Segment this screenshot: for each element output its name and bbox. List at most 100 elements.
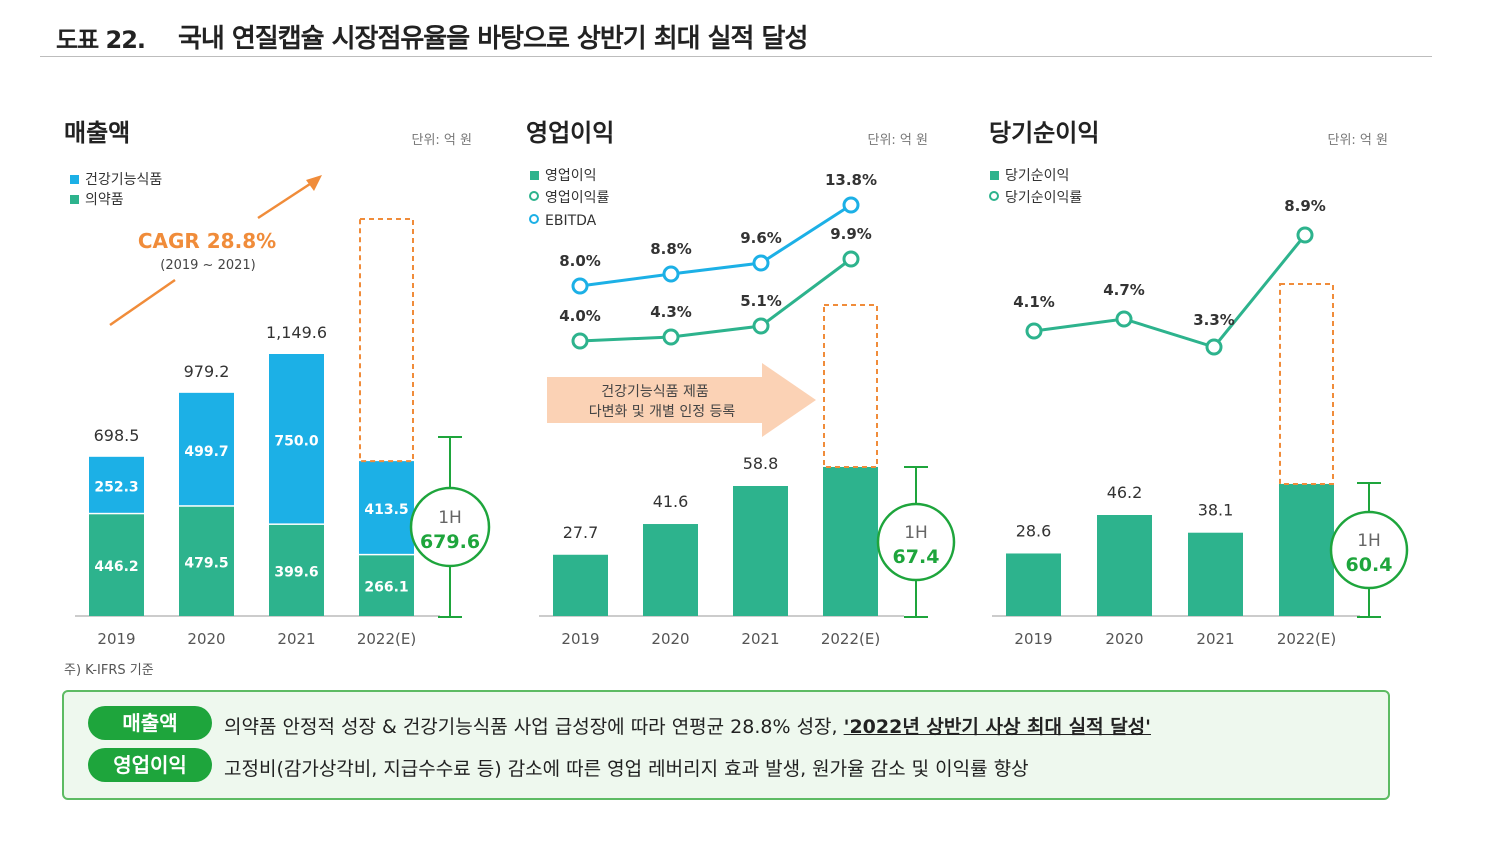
ni-margin-label: 4.7% [1103, 281, 1145, 299]
legend-label-health: 건강기능식품 [85, 172, 162, 188]
bar-health [179, 392, 234, 506]
cagr-period: (2019 ~ 2021) [160, 258, 255, 273]
bar-label-pharma: 266.1 [364, 580, 408, 596]
ebitda-label: 9.6% [740, 229, 782, 247]
x-tick-label: 2019 [97, 630, 135, 648]
revenue-summary-highlight: '2022년 상반기 사상 최대 실적 달성' [843, 716, 1151, 738]
bar-op [553, 554, 608, 616]
legend-label-ebitda: EBITDA [545, 213, 597, 229]
op-margin-label: 5.1% [740, 292, 782, 310]
legend-label-ni-margin: 당기순이익률 [1005, 190, 1082, 206]
bar-label-health: 499.7 [184, 444, 228, 460]
legend-label-ni: 당기순이익 [1005, 168, 1069, 184]
h1-badge-value: 67.4 [893, 546, 940, 568]
legend-swatch-op [530, 171, 539, 180]
op-margin-point [752, 317, 770, 335]
bar-label-pharma: 479.5 [184, 555, 228, 571]
cagr-arrow-head [306, 175, 322, 191]
bar-label-pharma: 446.2 [94, 559, 138, 575]
revenue-summary-text: 의약품 안정적 성장 & 건강기능식품 사업 급성장에 따라 연평균 28.8%… [224, 716, 844, 738]
ebitda-point [662, 265, 680, 283]
bar-label-pharma: 399.6 [274, 564, 318, 580]
bar-health [359, 461, 414, 554]
forecast-outline [1279, 283, 1334, 485]
bar-label-ni: 28.6 [1016, 521, 1052, 540]
h1-badge-label: 1H [1357, 531, 1381, 551]
growth-arrow [547, 363, 816, 437]
footnote: 주) K-IFRS 기준 [64, 663, 154, 678]
chart-title: 매출액 [64, 119, 130, 147]
ni-margin-label: 4.1% [1013, 293, 1055, 311]
legend-swatch-pharma [70, 195, 79, 204]
bar-pharma [89, 514, 144, 616]
figure-header: 도표 22. 국내 연질캡슐 시장점유율을 바탕으로 상반기 최대 실적 달성 [40, 10, 1432, 57]
x-tick-label: 2020 [187, 630, 225, 648]
ni-margin-line [1033, 234, 1307, 349]
h1-badge-circle [876, 502, 956, 582]
cagr-label: CAGR 28.8% [138, 229, 276, 253]
bar-label-health: 750.0 [274, 433, 319, 449]
op-margin-point [571, 332, 589, 350]
ni-margin-label: 3.3% [1193, 311, 1235, 329]
op-margin-label: 4.3% [650, 303, 692, 321]
unit-label: 단위: 억 원 [868, 133, 929, 148]
operating-summary: 고정비(감가상각비, 지급수수료 등) 감소에 따른 영업 레버리지 효과 발생… [224, 754, 1029, 781]
x-tick-label: 2019 [561, 630, 599, 648]
x-tick-label: 2019 [1014, 630, 1052, 648]
ebitda-label: 8.8% [650, 240, 692, 258]
bar-ni [1097, 515, 1152, 616]
chart-title: 영업이익 [526, 119, 614, 147]
growth-arrow-text-1: 건강기능식품 제품 [601, 384, 709, 400]
figure-title: 국내 연질캡슐 시장점유율을 바탕으로 상반기 최대 실적 달성 [178, 24, 808, 54]
x-tick-label: 2020 [1105, 630, 1143, 648]
bar-op [733, 486, 788, 616]
h1-badge-circle [409, 486, 491, 568]
op-margin-label: 9.9% [830, 225, 872, 243]
bar-op [823, 466, 878, 616]
ni-margin-point [1025, 322, 1043, 340]
legend-label-margin: 영업이익률 [545, 190, 610, 206]
legend-label-pharma: 의약품 [85, 192, 124, 208]
figure-number: 도표 22. [56, 26, 146, 54]
unit-label: 단위: 억 원 [1328, 133, 1389, 148]
bar-pharma [359, 555, 414, 616]
cagr-arrow-upper [257, 180, 314, 220]
ebitda-line [579, 203, 852, 288]
revenue-summary: 의약품 안정적 성장 & 건강기능식품 사업 급성장에 따라 연평균 28.8%… [224, 712, 1151, 739]
legend-label-op: 영업이익 [545, 168, 597, 184]
forecast-outline [823, 304, 878, 468]
bar-op [643, 524, 698, 616]
op-margin-line [579, 257, 852, 343]
bar-health [89, 456, 144, 513]
ebitda-point [752, 254, 770, 272]
cagr-arrow-lower [109, 278, 176, 327]
x-tick-label: 2022(E) [357, 630, 416, 648]
bar-total-label: 1,149.6 [266, 323, 327, 342]
h1-badge-circle [1329, 510, 1409, 590]
ni-margin-label: 8.9% [1284, 197, 1326, 215]
op-margin-point [662, 328, 680, 346]
ni-margin-point [1205, 338, 1223, 356]
h1-badge-value: 60.4 [1346, 554, 1393, 576]
bar-label-op: 58.8 [743, 454, 779, 473]
bar-label-ni: 38.1 [1198, 501, 1234, 520]
legend-swatch-health [70, 175, 79, 184]
bar-ni [1006, 553, 1061, 616]
growth-arrow-text-2: 다변화 및 개별 인정 등록 [589, 404, 736, 420]
bar-total-label: 979.2 [184, 362, 230, 381]
bar-health [269, 354, 324, 524]
ebitda-point [571, 277, 589, 295]
operating-summary-text: 고정비(감가상각비, 지급수수료 등) 감소에 따른 영업 레버리지 효과 발생… [224, 758, 1029, 780]
legend-swatch-ni [990, 171, 999, 180]
h1-badge-value: 679.6 [420, 531, 480, 553]
op-margin-label: 4.0% [559, 307, 601, 325]
ebitda-label: 8.0% [559, 252, 601, 270]
bar-ni [1188, 532, 1243, 616]
legend-marker-ni-margin [989, 191, 999, 201]
x-tick-label: 2020 [651, 630, 689, 648]
h1-badge-label: 1H [904, 523, 928, 543]
bar-label-op: 41.6 [653, 492, 689, 511]
legend-marker-margin [529, 191, 539, 201]
revenue-tag: 매출액 [88, 706, 212, 740]
